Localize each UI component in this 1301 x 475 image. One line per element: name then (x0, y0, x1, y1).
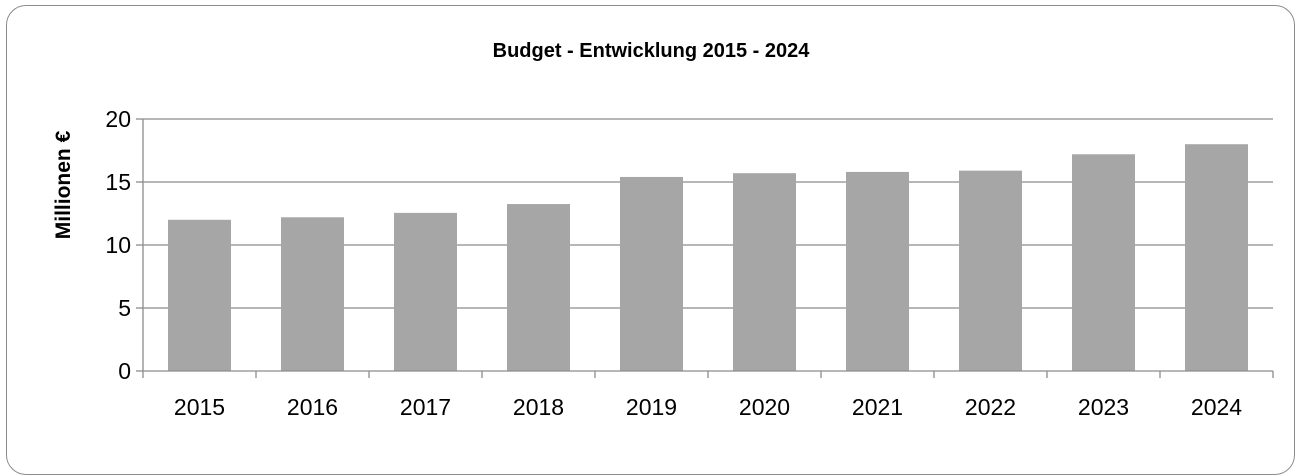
bar-2022 (959, 171, 1022, 371)
bar-2017 (394, 213, 457, 371)
y-tick-label: 15 (105, 169, 131, 195)
bar-2019 (620, 177, 683, 371)
bar-chart: Budget - Entwicklung 2015 - 2024 Million… (0, 0, 1301, 457)
bar-2021 (846, 172, 909, 371)
y-tick-label: 5 (118, 295, 131, 321)
bar-2016 (281, 217, 344, 371)
bar-2018 (507, 204, 570, 371)
bar-2015 (168, 220, 231, 371)
y-axis-label: Millionen € (52, 130, 75, 239)
x-tick-label: 2021 (852, 394, 903, 420)
y-tick-label: 0 (118, 358, 131, 384)
x-tick-label: 2018 (513, 394, 564, 420)
bar-2024 (1185, 144, 1248, 371)
x-tick-label: 2022 (965, 394, 1016, 420)
bar-2023 (1072, 154, 1135, 371)
x-tick-labels: 2015 2016 2017 2018 2019 2020 2021 2022 2023 2024 (174, 394, 1242, 420)
x-tick-label: 2024 (1191, 394, 1242, 420)
bars (168, 144, 1248, 371)
chart-title: Budget - Entwicklung 2015 - 2024 (493, 40, 811, 62)
x-tick-label: 2015 (174, 394, 225, 420)
x-tick-label: 2016 (287, 394, 338, 420)
y-tick-label: 20 (105, 106, 131, 132)
bar-2020 (733, 173, 796, 371)
x-tick-label: 2023 (1078, 394, 1129, 420)
x-tick-label: 2019 (626, 394, 677, 420)
y-tick-label: 10 (105, 232, 131, 258)
x-tick-label: 2020 (739, 394, 790, 420)
x-tick-label: 2017 (400, 394, 451, 420)
y-tick-labels: 0 5 10 15 20 (105, 106, 131, 384)
